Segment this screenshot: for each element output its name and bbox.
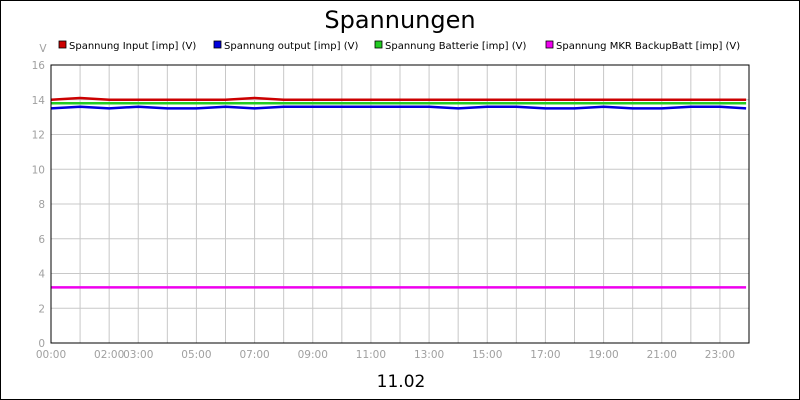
- chart-title: Spannungen: [324, 6, 475, 34]
- x-tick-label: 23:00: [705, 349, 735, 361]
- y-tick-label: 0: [38, 338, 45, 350]
- x-tick-label: 21:00: [647, 349, 677, 361]
- x-tick-label: 09:00: [298, 349, 328, 361]
- x-tick-label: 00:00: [36, 349, 66, 361]
- x-tick-label: 03:00: [123, 349, 153, 361]
- y-tick-label: 10: [32, 164, 45, 176]
- legend-swatch: [545, 40, 554, 49]
- y-axis-unit: V: [39, 43, 47, 55]
- x-tick-label: 17:00: [530, 349, 560, 361]
- x-tick-label: 02:00: [94, 349, 124, 361]
- x-tick-label: 05:00: [181, 349, 211, 361]
- x-tick-label: 19:00: [588, 349, 618, 361]
- x-tick-label: 07:00: [239, 349, 269, 361]
- legend-label: Spannung Input [imp] (V): [69, 41, 196, 52]
- series-line-2: [50, 105, 747, 110]
- y-tick-label: 4: [38, 269, 45, 281]
- y-tick-label: 12: [32, 130, 45, 142]
- chart-subtitle: 11.02: [377, 372, 426, 392]
- legend-swatch: [213, 40, 222, 49]
- legend-swatch: [58, 40, 67, 49]
- x-tick-label: 15:00: [472, 349, 502, 361]
- x-tick-label: 13:00: [414, 349, 444, 361]
- y-tick-label: 8: [38, 199, 45, 211]
- legend-label: Spannung Batterie [imp] (V): [385, 41, 526, 52]
- y-tick-label: 14: [32, 95, 46, 107]
- series-lines: [50, 96, 747, 289]
- y-axis-ticks: 0 2 4 6 8 10 12 14 16: [32, 60, 46, 350]
- legend-swatch: [374, 40, 383, 49]
- series-line-1: [50, 96, 747, 102]
- grid: [51, 65, 749, 343]
- x-tick-label: 11:00: [356, 349, 386, 361]
- plot-border: [50, 64, 750, 344]
- y-tick-label: 16: [32, 60, 46, 72]
- y-tick-label: 2: [38, 303, 45, 315]
- y-tick-label: 6: [38, 234, 45, 246]
- legend-label: Spannung output [imp] (V): [224, 41, 358, 52]
- legend-label: Spannung MKR BackupBatt [imp] (V): [556, 41, 740, 52]
- legend: Spannung Input [imp] (V) Spannung output …: [58, 40, 740, 52]
